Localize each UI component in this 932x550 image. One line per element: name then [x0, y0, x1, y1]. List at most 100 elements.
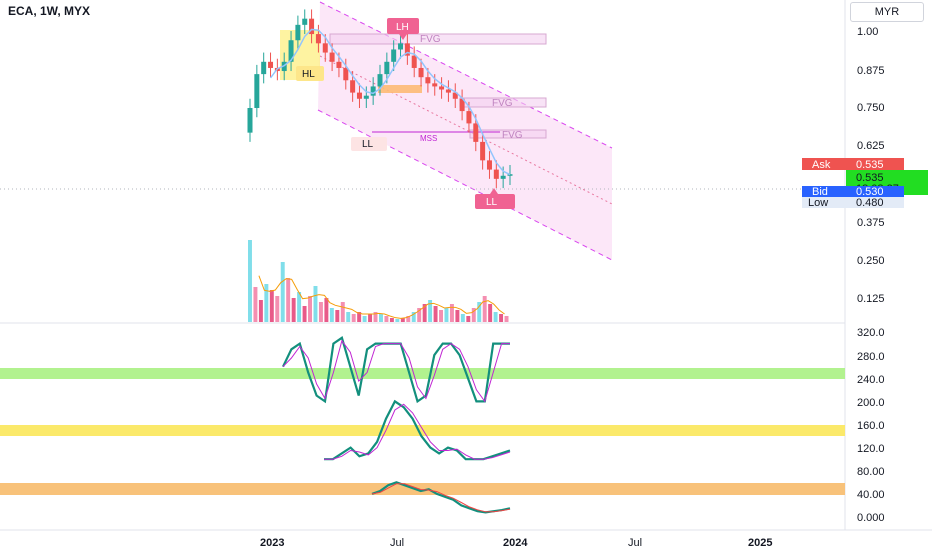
candle-body[interactable]: [261, 61, 267, 75]
lh-tag-text: LH: [396, 22, 409, 33]
candle-body[interactable]: [493, 169, 499, 179]
time-axis[interactable]: 2023 Jul 2024 Jul 2025: [260, 537, 772, 549]
price-tick: 0.875: [857, 65, 885, 77]
candle-body[interactable]: [343, 67, 349, 81]
volume-bar: [280, 262, 285, 322]
candle-body[interactable]: [480, 141, 486, 161]
candle-body[interactable]: [322, 43, 328, 53]
candle-body[interactable]: [302, 18, 308, 25]
volume-bar: [264, 284, 269, 322]
volume-bar: [406, 316, 411, 322]
time-tick: 2025: [748, 537, 772, 549]
ll-tag-left-text: LL: [362, 139, 374, 150]
candle-body[interactable]: [247, 108, 253, 133]
osc-tick: 240.0: [857, 374, 885, 386]
last-price-value: 0.535: [856, 172, 884, 184]
candle-body[interactable]: [268, 61, 274, 68]
osc-band-green: [0, 368, 845, 379]
volume-bars: [248, 240, 509, 322]
candle-body[interactable]: [418, 67, 424, 78]
price-tick: 0.625: [857, 140, 885, 152]
candle-body[interactable]: [459, 98, 465, 112]
candle-body[interactable]: [452, 92, 458, 99]
volume-bar: [286, 278, 291, 322]
volume-bar: [362, 316, 367, 322]
candle-body[interactable]: [254, 74, 260, 108]
volume-bar: [444, 308, 449, 322]
candle-body[interactable]: [432, 83, 438, 87]
volume-bar: [384, 316, 389, 322]
candle-body[interactable]: [384, 61, 390, 75]
osc-tick: 160.0: [857, 420, 885, 432]
channel-top-line[interactable]: [319, 1, 613, 149]
fvg-zone-low[interactable]: [469, 129, 547, 139]
volume-ma-line: [258, 275, 505, 319]
ll-tag-left[interactable]: [351, 137, 387, 151]
time-tick: Jul: [390, 537, 404, 549]
bid-badge-label-bg: [802, 186, 846, 197]
volume-bar: [411, 312, 416, 322]
candle-body[interactable]: [309, 18, 315, 35]
candle-body[interactable]: [425, 77, 431, 84]
candle-body[interactable]: [363, 95, 369, 99]
candle-body[interactable]: [466, 111, 472, 124]
candle-body[interactable]: [370, 86, 376, 96]
volume-bar: [346, 312, 351, 322]
fvg-zone-top[interactable]: [329, 33, 547, 45]
candle-body[interactable]: [377, 74, 383, 87]
volume-bar: [329, 308, 334, 322]
volume-bar: [357, 312, 362, 322]
osc-axis[interactable]: 320.0 280.0 240.0 200.0 160.0 120.0 80.0…: [857, 327, 885, 524]
candle-body[interactable]: [445, 89, 451, 93]
osc-band-yellow: [0, 425, 845, 436]
candle-body[interactable]: [336, 61, 342, 68]
channel-bottom-line[interactable]: [317, 109, 613, 261]
volume-bar: [389, 318, 394, 322]
descending-channel[interactable]: [318, 2, 612, 260]
volume-bar: [340, 302, 345, 322]
price-axis[interactable]: 1.00 0.875 0.750 0.625 0.375 0.250 0.125: [857, 26, 885, 305]
candle-body[interactable]: [391, 49, 397, 62]
candle-body[interactable]: [473, 123, 479, 142]
bid-badge-value-bg: [846, 186, 904, 197]
volume-bar: [248, 240, 252, 322]
volume-bar: [379, 314, 383, 322]
candle-body[interactable]: [350, 80, 356, 93]
currency-selector[interactable]: MYR: [850, 2, 924, 22]
candle-body[interactable]: [295, 24, 301, 41]
candle-body[interactable]: [439, 86, 445, 90]
candle-body[interactable]: [507, 174, 513, 176]
candle-body[interactable]: [486, 160, 492, 170]
oscillator-1-signal: [282, 339, 510, 403]
volume-bar: [373, 312, 378, 322]
candle-body[interactable]: [500, 175, 506, 179]
volume-bar: [433, 306, 438, 322]
candle-body[interactable]: [411, 55, 417, 68]
candle-body[interactable]: [329, 52, 335, 62]
volume-bar: [324, 298, 329, 322]
ask-badge-label: Ask: [812, 159, 831, 171]
candle-body[interactable]: [356, 92, 362, 99]
candle-body[interactable]: [288, 40, 294, 62]
osc-tick: 320.0: [857, 327, 885, 339]
ll-tag-right[interactable]: [475, 194, 515, 209]
candle-body[interactable]: [315, 34, 321, 44]
candles-group[interactable]: [247, 9, 513, 189]
candle-body[interactable]: [404, 43, 410, 56]
fvg-label-top: FVG: [420, 34, 441, 45]
low-badge-value-bg: [846, 197, 904, 208]
lh-tag[interactable]: [387, 18, 419, 34]
price-tick: 1.00: [857, 26, 878, 38]
volume-bar: [471, 308, 476, 322]
volume-bar: [308, 296, 312, 322]
osc-tick: 280.0: [857, 351, 885, 363]
volume-bar: [335, 310, 340, 322]
ll-tag-right-text: LL: [486, 197, 498, 208]
time-tick: Jul: [628, 537, 642, 549]
mss-label: MSS: [420, 134, 437, 143]
order-block-orange[interactable]: [378, 85, 422, 93]
volume-bar: [275, 296, 280, 322]
hl-tag[interactable]: [296, 66, 324, 81]
candle-body[interactable]: [398, 43, 404, 50]
